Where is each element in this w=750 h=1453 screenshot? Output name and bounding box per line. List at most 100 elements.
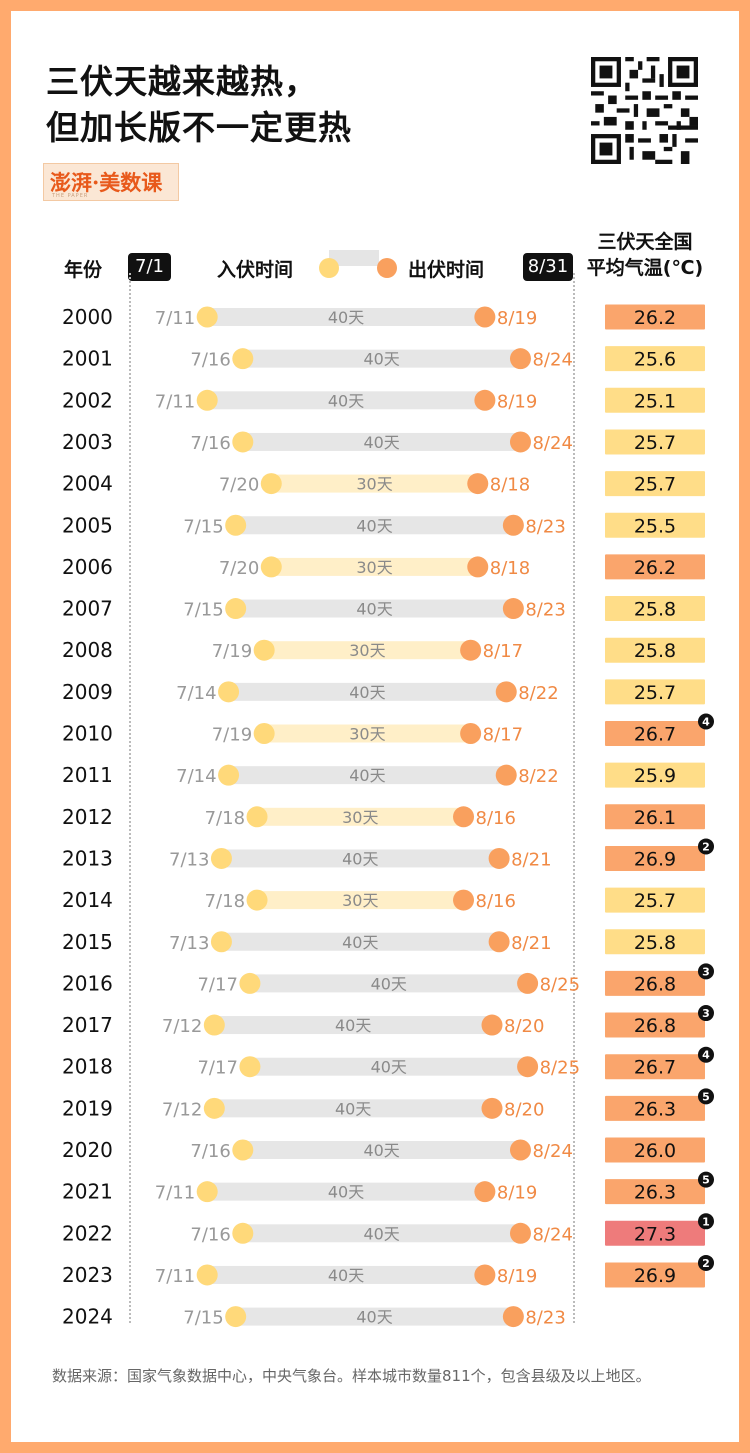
- exit-dot: [517, 972, 539, 994]
- duration-label: 30天: [342, 891, 378, 910]
- period-bar: [242, 1141, 521, 1159]
- year-label: 2012: [62, 805, 113, 829]
- exit-date-label: 8/20: [504, 1016, 544, 1037]
- year-label: 2006: [62, 555, 113, 579]
- rank-number: 4: [702, 716, 710, 729]
- year-label: 2000: [62, 305, 113, 329]
- end-date-guide-line: [573, 273, 575, 1323]
- temperature-cell: [605, 845, 705, 871]
- exit-dot: [467, 473, 489, 495]
- temperature-cell: [605, 512, 705, 538]
- period-bar: [257, 891, 464, 910]
- year-label: 2011: [62, 763, 113, 787]
- title-line-2: 但加长版不一定更热: [46, 108, 352, 147]
- temperature-cell: [605, 762, 705, 788]
- entry-dot: [225, 598, 247, 620]
- period-bar: [207, 391, 485, 410]
- thepaper-logo: 澎湃·美数课 THE PAPER: [43, 163, 179, 201]
- period-bar: [249, 974, 528, 993]
- exit-date-label: 8/16: [476, 808, 516, 829]
- entry-dot: [225, 1306, 247, 1328]
- entry-dot: [196, 1181, 218, 1203]
- temperature-column-header: 三伏天全国 平均气温(℃): [581, 229, 709, 281]
- rank-number: 4: [702, 1049, 710, 1062]
- duration-label: 40天: [371, 1058, 407, 1077]
- period-bar: [221, 849, 500, 868]
- title-line-1: 三伏天越来越热，: [46, 62, 318, 101]
- year-label: 2024: [62, 1305, 113, 1329]
- end-date-tag: 8/31: [523, 253, 573, 281]
- exit-date-label: 8/20: [504, 1099, 544, 1120]
- rank-badge: [698, 838, 714, 855]
- year-column-header: 年份: [64, 259, 103, 281]
- page-title: 三伏天越来越热， 但加长版不一定更热: [46, 59, 352, 151]
- duration-label: 40天: [356, 1308, 392, 1327]
- exit-date-label: 8/17: [483, 641, 523, 662]
- period-bar: [221, 932, 500, 951]
- entry-date-label: 7/12: [162, 1099, 202, 1120]
- entry-date-label: 7/14: [176, 766, 216, 787]
- temperature-cell: [605, 1220, 705, 1246]
- entry-dot: [260, 556, 282, 578]
- entry-date-label: 7/15: [183, 1308, 223, 1329]
- entry-date-label: 7/19: [212, 725, 252, 746]
- year-label: 2008: [62, 638, 113, 662]
- year-label: 2021: [62, 1180, 113, 1204]
- temperature-value: 26.3: [634, 1098, 676, 1120]
- temperature-value: 25.8: [634, 599, 676, 621]
- duration-label: 40天: [349, 683, 385, 702]
- rank-badge: [698, 1005, 714, 1022]
- duration-label: 40天: [363, 433, 399, 452]
- duration-label: 40天: [335, 1016, 371, 1035]
- duration-label: 40天: [342, 849, 378, 868]
- exit-date-label: 8/21: [511, 933, 551, 954]
- temperature-cell: [605, 1054, 705, 1080]
- period-bar: [235, 516, 514, 535]
- year-label: 2010: [62, 722, 113, 746]
- duration-label: 40天: [328, 391, 364, 410]
- period-bar: [242, 432, 521, 451]
- period-bar: [207, 1265, 485, 1284]
- entry-dot: [239, 972, 261, 994]
- temperature-value: 26.8: [634, 973, 676, 995]
- temperature-cell: [605, 929, 705, 955]
- exit-dot: [502, 1306, 524, 1328]
- temperature-value: 25.9: [634, 765, 676, 787]
- exit-dot: [502, 514, 524, 536]
- exit-dot: [460, 723, 482, 744]
- entry-dot: [196, 389, 218, 411]
- temperature-cell: [605, 679, 705, 705]
- duration-label: 40天: [349, 766, 385, 785]
- temperature-value: 25.7: [634, 432, 676, 454]
- temperature-value: 26.2: [634, 307, 676, 329]
- period-bar: [235, 599, 514, 618]
- period-bar: [271, 557, 478, 576]
- period-bar: [214, 1016, 492, 1035]
- legend-entry-label: 入伏时间: [217, 259, 294, 281]
- legend-bar: [329, 250, 379, 266]
- duration-label: 40天: [328, 1183, 364, 1202]
- exit-dot: [509, 348, 531, 370]
- entry-date-label: 7/20: [219, 475, 259, 496]
- entry-dot: [218, 681, 240, 703]
- year-label: 2017: [62, 1013, 113, 1037]
- entry-dot: [253, 723, 275, 744]
- rank-badge: [698, 963, 714, 980]
- entry-date-label: 7/11: [155, 391, 195, 412]
- temperature-cell: [605, 554, 705, 580]
- year-label: 2013: [62, 846, 113, 870]
- year-label: 2018: [62, 1055, 113, 1079]
- temperature-cell: [605, 970, 705, 996]
- entry-date-label: 7/16: [190, 1224, 230, 1245]
- exit-date-label: 8/17: [483, 725, 523, 746]
- year-label: 2015: [62, 930, 113, 954]
- exit-date-label: 8/25: [540, 974, 580, 995]
- duration-label: 30天: [349, 725, 385, 744]
- temperature-value: 25.5: [634, 515, 676, 537]
- entry-date-label: 7/15: [183, 516, 223, 537]
- exit-dot: [509, 1139, 531, 1161]
- exit-dot: [488, 931, 510, 953]
- temperature-value: 26.7: [634, 724, 676, 746]
- exit-date-label: 8/19: [497, 391, 537, 412]
- exit-dot: [460, 639, 482, 661]
